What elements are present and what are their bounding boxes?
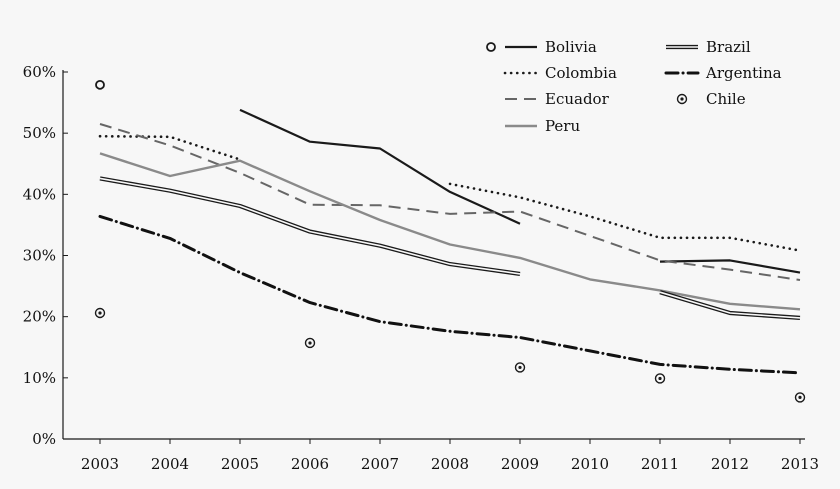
x-tick-label: 2007 xyxy=(361,455,399,473)
legend-label-argentina: Argentina xyxy=(705,64,782,82)
series-peru xyxy=(99,152,801,311)
series-ecuador xyxy=(99,123,801,281)
legend-item-chile: Chile xyxy=(676,90,746,108)
series-argentina xyxy=(98,214,802,375)
legend: Bolivia Colombia Ecuador Peru Brazil Argentin… xyxy=(486,38,782,135)
series-brazil xyxy=(99,176,801,320)
y-tick-label: 40% xyxy=(23,185,56,203)
legend-label-colombia: Colombia xyxy=(545,64,617,82)
legend-item-peru: Peru xyxy=(505,117,580,135)
legend-item-bolivia: Bolivia xyxy=(486,38,597,56)
series-line-inner-brazil xyxy=(659,291,801,319)
legend-marker-bolivia xyxy=(486,42,496,52)
data-point-chile xyxy=(304,337,316,349)
plot-area xyxy=(94,79,806,403)
series-line-colombia xyxy=(448,182,802,252)
series-line-peru xyxy=(99,152,801,311)
x-tick-label: 2005 xyxy=(221,455,259,473)
legend-label-chile: Chile xyxy=(706,90,746,108)
series-line-bolivia xyxy=(659,259,801,274)
series-bolivia xyxy=(95,79,801,274)
series-chile xyxy=(94,307,806,403)
data-point-chile xyxy=(514,362,526,373)
y-tick-label: 20% xyxy=(23,308,56,326)
series-line-brazil xyxy=(99,176,521,276)
x-tick-label: 2009 xyxy=(501,455,539,473)
y-tick-label: 30% xyxy=(23,247,56,265)
x-tick-label: 2003 xyxy=(81,455,119,473)
series-line-ecuador xyxy=(99,123,801,281)
x-tick-label: 2013 xyxy=(781,455,819,473)
x-tick-label: 2006 xyxy=(291,455,329,473)
x-tick-label: 2008 xyxy=(431,455,469,473)
legend-marker-chile xyxy=(676,93,688,105)
legend-label-ecuador: Ecuador xyxy=(545,90,610,108)
series-line-brazil xyxy=(659,290,801,320)
data-point-chile xyxy=(94,307,106,319)
axes: 0% 10% 20% 30% 40% 50% 60% 2003 2004 2005 2006 2007… xyxy=(23,63,819,473)
series-line-argentina xyxy=(98,214,802,375)
data-point-chile xyxy=(654,373,666,384)
series-line-inner-brazil xyxy=(99,177,521,275)
y-tick-label: 0% xyxy=(32,430,56,448)
y-tick-label: 10% xyxy=(23,369,56,387)
legend-label-bolivia: Bolivia xyxy=(545,38,597,56)
y-tick-label: 60% xyxy=(23,63,56,81)
legend-label-brazil: Brazil xyxy=(706,38,751,56)
y-tick-label: 50% xyxy=(23,124,56,142)
x-tick-label: 2012 xyxy=(711,455,749,473)
series-line-bolivia xyxy=(239,108,521,225)
legend-item-argentina: Argentina xyxy=(664,64,782,82)
x-tick-label: 2004 xyxy=(151,455,189,473)
legend-item-brazil: Brazil xyxy=(666,38,751,56)
legend-item-ecuador: Ecuador xyxy=(505,90,610,108)
legend-label-peru: Peru xyxy=(545,117,580,135)
legend-item-colombia: Colombia xyxy=(503,64,617,82)
x-tick-label: 2011 xyxy=(641,455,679,473)
data-point-bolivia xyxy=(95,79,105,90)
series-line-colombia xyxy=(98,134,242,161)
data-point-chile xyxy=(794,392,806,403)
series-colombia xyxy=(98,134,802,252)
x-tick-label: 2010 xyxy=(571,455,609,473)
